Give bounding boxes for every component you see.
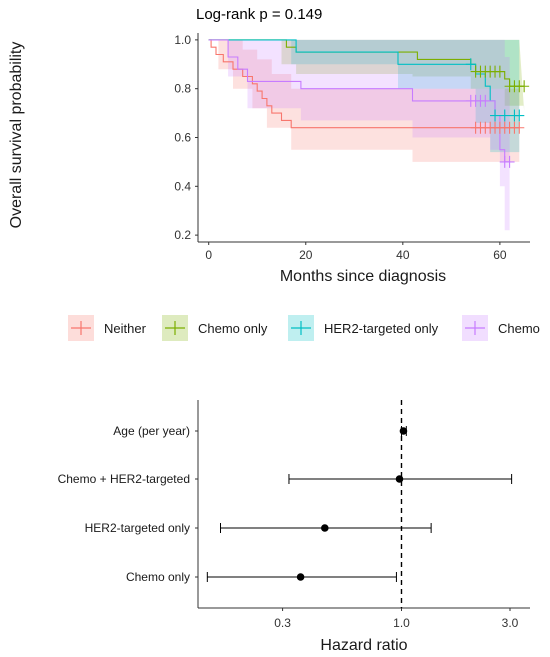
legend-label-1: Chemo only: [198, 321, 268, 336]
km-band-3: [208, 39, 510, 231]
km-band-0: [208, 39, 520, 162]
forest-x-tick-label: 1.0: [393, 616, 410, 630]
legend-key-symbol: [465, 321, 485, 335]
forest-rows: Age (per year) Chemo + HER2-targeted HER2-…: [58, 424, 513, 584]
forest-row-label: Chemo only: [126, 570, 190, 584]
km-curve-0: [208, 39, 520, 129]
km-band-1: [208, 39, 525, 111]
km-title: Log-rank p = 0.149: [196, 6, 322, 23]
forest-row-label: HER2-targeted only: [85, 521, 190, 535]
km-censor-mark: [480, 94, 491, 107]
km-censor-marks: [465, 58, 530, 168]
km-censor-mark: [465, 58, 476, 71]
legend: Neither Chemo only HER2-targeted only Chemo: [68, 315, 540, 341]
km-y-ticks: 0.2 0.4 0.6 0.8 1.0: [174, 33, 198, 242]
forest-x-tick-label: 3.0: [502, 616, 519, 630]
km-censor-mark: [514, 121, 525, 134]
forest-row-label: Age (per year): [113, 424, 190, 438]
km-confidence-bands: [208, 39, 525, 231]
km-band-2: [208, 39, 520, 157]
km-censor-mark: [519, 80, 530, 93]
forest-x-tick-label: 0.3: [274, 616, 291, 630]
forest-row: HER2-targeted only: [85, 521, 432, 535]
km-x-axis-label: Months since diagnosis: [280, 268, 446, 285]
km-censor-mark: [494, 65, 505, 78]
forest-row: Chemo only: [126, 570, 397, 584]
km-censor-mark: [504, 155, 515, 168]
km-y-axis-label: Overall survival probability: [8, 42, 25, 229]
hazard-ratio-point: [399, 427, 408, 435]
km-censor-mark: [499, 109, 510, 122]
forest-panel: Age (per year) Chemo + HER2-targeted HER2-…: [58, 400, 530, 654]
km-panel: Log-rank p = 0.149 0.2 0.4 0.6 0.8 1.0 0 20 40…: [8, 6, 530, 285]
km-censor-mark: [514, 109, 525, 122]
km-x-tick-label: 20: [299, 248, 313, 262]
legend-label-2: HER2-targeted only: [324, 321, 439, 336]
forest-row: Age (per year): [113, 424, 408, 438]
legend-key-symbol: [71, 321, 91, 335]
km-x-tick-label: 40: [396, 248, 410, 262]
km-y-tick-label: 0.4: [174, 179, 191, 193]
km-y-tick-label: 0.8: [174, 82, 191, 96]
legend-key-symbol: [291, 321, 311, 335]
km-y-tick-label: 0.6: [174, 131, 191, 145]
km-censor-mark: [490, 109, 501, 122]
legend-label-3: Chemo: [498, 321, 540, 336]
forest-row: Chemo + HER2-targeted: [58, 472, 513, 486]
legend-label-0: Neither: [104, 321, 147, 336]
km-y-tick-label: 0.2: [174, 228, 191, 242]
legend-key-symbol: [165, 321, 185, 335]
hazard-ratio-point: [321, 524, 329, 532]
hazard-ratio-point: [296, 573, 305, 581]
forest-row-label: Chemo + HER2-targeted: [58, 472, 190, 486]
km-x-tick-label: 0: [205, 248, 212, 262]
forest-x-ticks: 0.3 1.0 3.0: [274, 608, 519, 630]
km-x-tick-label: 60: [493, 248, 507, 262]
forest-x-axis-label: Hazard ratio: [320, 637, 407, 654]
km-x-ticks: 0 20 40 60: [205, 242, 507, 262]
hazard-ratio-point: [395, 475, 404, 483]
km-y-tick-label: 1.0: [174, 33, 191, 47]
